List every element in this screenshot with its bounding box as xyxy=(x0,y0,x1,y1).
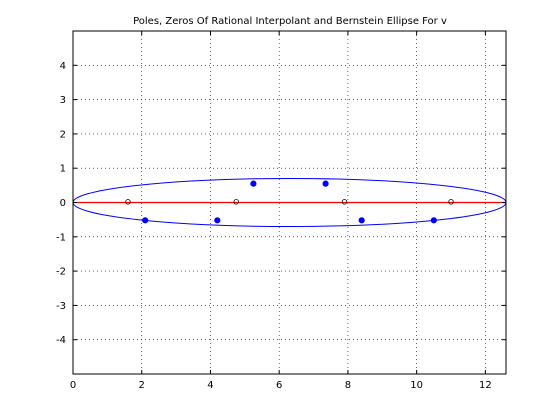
x-tick-label: 8 xyxy=(345,380,351,391)
chart-title: Poles, Zeros Of Rational Interpolant and… xyxy=(133,16,447,27)
pole-point xyxy=(142,217,149,224)
zero-point xyxy=(448,199,454,205)
x-tick-label: 4 xyxy=(207,380,213,391)
y-tick-label: 2 xyxy=(60,129,66,140)
x-tick-label: 0 xyxy=(70,380,76,391)
x-tick-label: 6 xyxy=(276,380,282,391)
zero-point xyxy=(341,199,348,205)
pole-point xyxy=(358,217,365,224)
zero-point xyxy=(233,199,239,205)
x-tick-label: 12 xyxy=(479,380,492,391)
y-tick-label: 0 xyxy=(60,198,66,209)
x-tick-label: 2 xyxy=(139,380,145,391)
y-tick-label: 4 xyxy=(60,61,66,72)
y-tick-label: 1 xyxy=(60,164,66,175)
x-tick-label: 10 xyxy=(410,380,423,391)
pole-point xyxy=(322,180,329,187)
y-tick-label: -4 xyxy=(56,335,66,346)
y-tick-label: -2 xyxy=(56,267,66,278)
y-tick-label: -3 xyxy=(56,301,66,312)
pole-point xyxy=(430,217,437,224)
zero-point xyxy=(125,199,131,205)
y-tick-label: 3 xyxy=(60,95,66,106)
pole-point xyxy=(214,217,221,224)
pole-point xyxy=(250,180,257,187)
y-tick-label: -1 xyxy=(56,232,66,243)
